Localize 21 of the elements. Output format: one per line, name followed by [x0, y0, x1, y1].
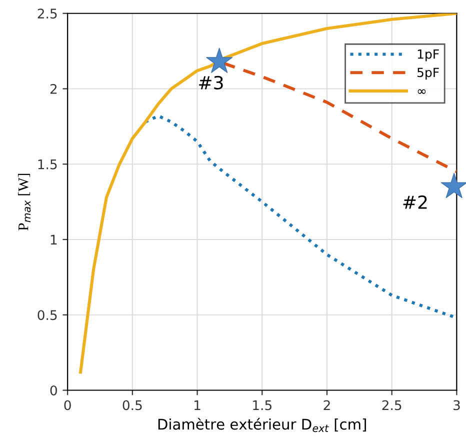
- annotation: #2: [403, 195, 427, 209]
- x-tick-label: 0.5: [122, 400, 142, 410]
- legend-label: 1pF: [418, 50, 439, 62]
- legend-label: 5pF: [417, 68, 439, 80]
- y-tick-label: 1.5: [38, 160, 57, 170]
- x-tick-label: 0: [64, 400, 71, 410]
- line-series: [79, 13, 457, 374]
- x-tick-label: 2: [324, 400, 330, 410]
- x-tick-label: 3: [453, 400, 460, 410]
- y-tick-label: 0.5: [38, 310, 57, 320]
- y-tick-label: 1: [50, 234, 57, 245]
- legend-label: ∞: [418, 89, 426, 94]
- y-tick-label: 2: [50, 84, 57, 94]
- x-axis-title: Diamètre extérieur D$_{ext}$ [cm]: [158, 418, 366, 432]
- y-tick-label: 2.5: [38, 8, 57, 19]
- x-tick-label: 1: [194, 400, 200, 410]
- x-tick-label: 1.5: [253, 400, 272, 410]
- x-tick-label: 2.5: [382, 400, 402, 410]
- annotation: #3: [199, 76, 223, 90]
- y-tick-label: 0: [50, 385, 57, 396]
- y-axis-title: P$_{max}$ [W]: [18, 174, 31, 230]
